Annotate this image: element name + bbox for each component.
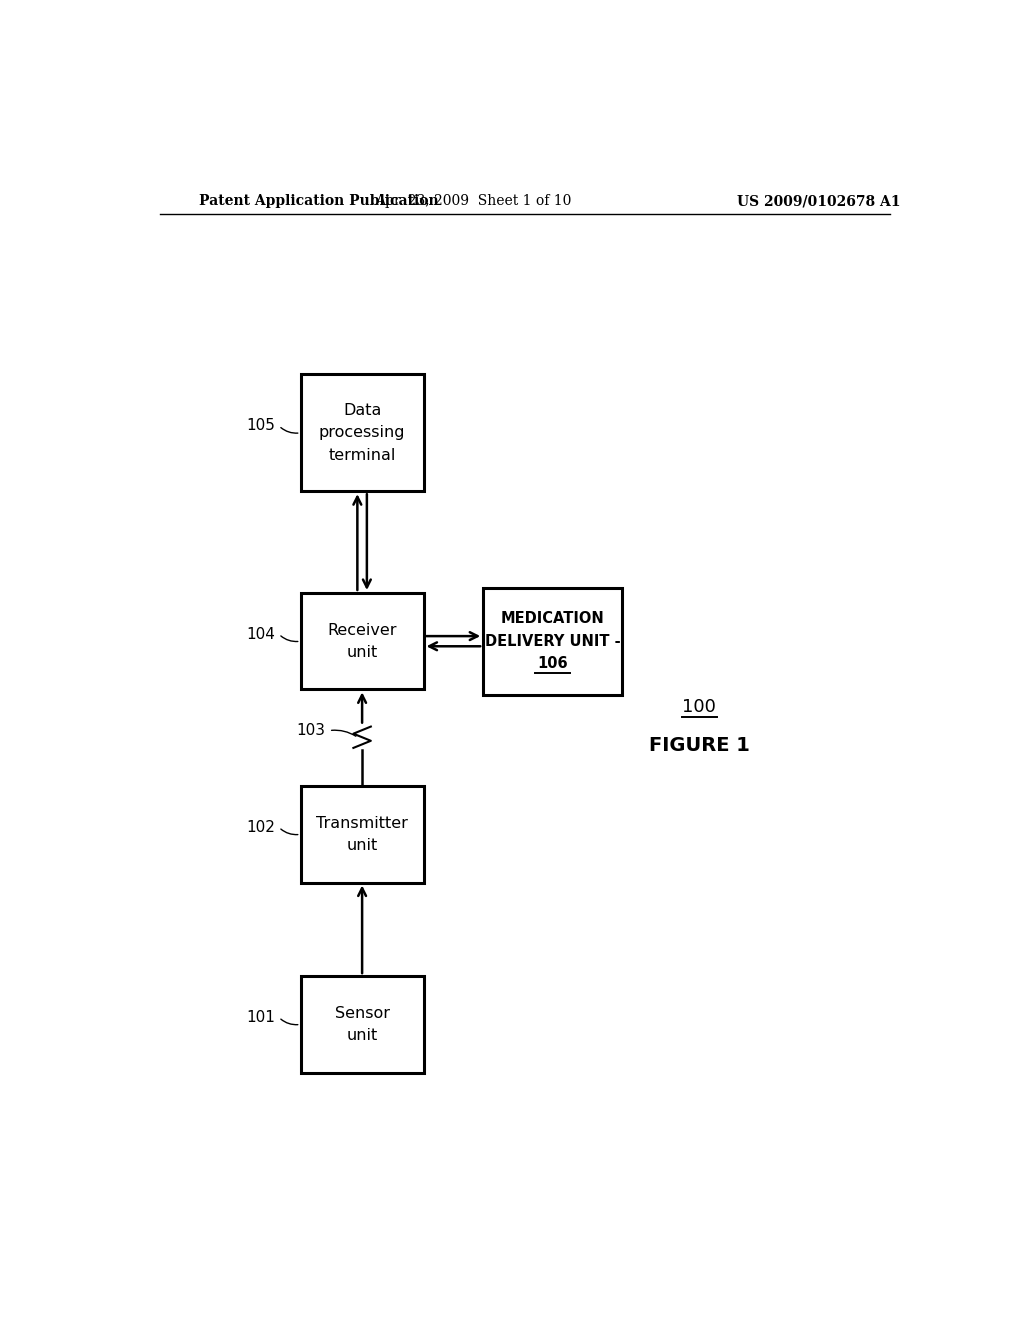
- Bar: [483, 587, 622, 694]
- Text: Sensor: Sensor: [335, 1006, 389, 1020]
- Text: terminal: terminal: [329, 447, 396, 463]
- Text: processing: processing: [318, 425, 406, 441]
- Text: 105: 105: [246, 418, 274, 433]
- Text: MEDICATION: MEDICATION: [501, 611, 604, 626]
- Text: Apr. 23, 2009  Sheet 1 of 10: Apr. 23, 2009 Sheet 1 of 10: [375, 194, 571, 209]
- Text: 106: 106: [538, 656, 568, 671]
- Text: US 2009/0102678 A1: US 2009/0102678 A1: [736, 194, 900, 209]
- Text: Patent Application Publication: Patent Application Publication: [200, 194, 439, 209]
- Bar: [301, 375, 424, 491]
- Text: DELIVERY UNIT -: DELIVERY UNIT -: [484, 634, 621, 648]
- Bar: [301, 785, 424, 883]
- Text: unit: unit: [346, 1028, 378, 1043]
- Text: 104: 104: [246, 627, 274, 642]
- Text: 103: 103: [296, 723, 325, 738]
- Text: 100: 100: [682, 698, 717, 717]
- Text: Data: Data: [343, 403, 381, 418]
- Bar: [301, 975, 424, 1073]
- Bar: [301, 593, 424, 689]
- Text: FIGURE 1: FIGURE 1: [649, 737, 750, 755]
- Text: 102: 102: [246, 820, 274, 834]
- Text: unit: unit: [346, 838, 378, 853]
- Text: Transmitter: Transmitter: [316, 816, 408, 830]
- Text: 101: 101: [246, 1010, 274, 1024]
- Text: unit: unit: [346, 645, 378, 660]
- Text: Receiver: Receiver: [328, 623, 397, 638]
